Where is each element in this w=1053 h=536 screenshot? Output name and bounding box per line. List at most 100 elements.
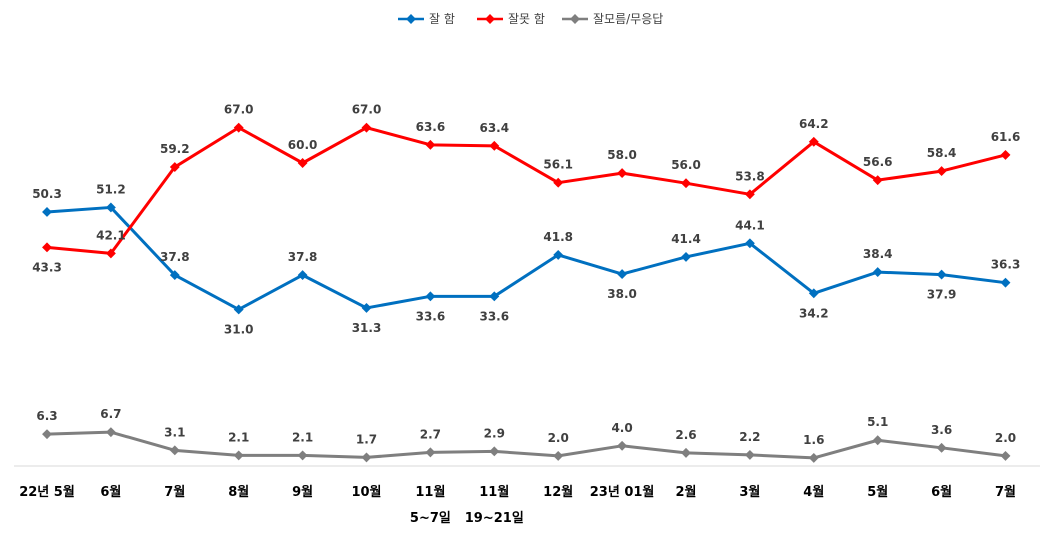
data-label: 6.3	[36, 409, 57, 423]
data-label: 51.2	[96, 182, 126, 196]
data-point	[169, 445, 180, 456]
data-label: 59.2	[160, 142, 190, 156]
data-point	[361, 452, 372, 463]
data-label: 1.6	[803, 433, 824, 447]
data-point	[936, 166, 947, 177]
x-tick-label: 11월	[479, 484, 509, 500]
data-point	[425, 447, 436, 458]
legend-marker	[485, 14, 495, 24]
data-point	[297, 158, 308, 168]
data-label: 37.9	[927, 288, 957, 302]
data-label: 61.6	[991, 130, 1021, 144]
data-point	[872, 435, 883, 446]
data-label: 3.1	[164, 425, 185, 439]
data-label: 2.2	[739, 430, 760, 444]
series-2: 6.3 6.7 3.1 2.1 2.1 1.7 2.7 2.9 2.0 4.0 2.6 2.2 1.6 5…	[36, 407, 1016, 463]
data-point	[105, 427, 116, 438]
data-label: 67.0	[224, 103, 254, 117]
data-point	[936, 442, 947, 453]
data-label: 2.0	[548, 431, 569, 445]
data-label: 63.6	[416, 120, 446, 134]
data-label: 31.0	[224, 322, 254, 336]
x-tick-label: 23년 01월	[590, 484, 655, 500]
data-label: 3.6	[931, 423, 952, 437]
legend-label: 잘모름/무응답	[593, 12, 663, 26]
x-tick-label: 11월	[415, 484, 445, 500]
data-point	[681, 178, 691, 189]
data-label: 56.0	[671, 158, 701, 172]
x-tick-sublabel: 5~7일	[410, 511, 451, 526]
data-point	[1000, 450, 1011, 461]
data-label: 53.8	[735, 169, 765, 183]
data-label: 60.0	[288, 138, 318, 152]
legend-label: 잘 함	[429, 12, 455, 26]
data-point	[297, 270, 308, 281]
data-label: 2.1	[228, 430, 249, 444]
data-point	[872, 175, 883, 186]
series-line	[46, 430, 1006, 460]
data-point	[1000, 277, 1011, 288]
data-point	[681, 447, 691, 458]
series-line	[46, 126, 1006, 255]
x-tick-label: 7월	[164, 484, 185, 500]
data-label: 37.8	[288, 250, 318, 264]
data-label: 67.0	[352, 103, 382, 117]
data-label: 43.3	[32, 260, 62, 274]
data-point	[553, 249, 564, 260]
x-tick-label: 6월	[100, 484, 121, 500]
data-point	[681, 251, 691, 262]
data-point	[872, 267, 883, 278]
x-tick-label: 6월	[931, 484, 952, 500]
data-point	[617, 440, 628, 451]
legend-label: 잘못 함	[508, 12, 545, 26]
data-label: 2.0	[995, 431, 1016, 445]
data-point	[489, 446, 500, 457]
data-point	[425, 139, 436, 150]
data-point	[297, 450, 308, 461]
data-point	[808, 452, 819, 463]
data-label: 36.3	[991, 258, 1021, 272]
data-label: 56.1	[543, 158, 573, 172]
x-tick-label: 22년 5월	[19, 484, 75, 500]
data-label: 5.1	[867, 415, 888, 429]
data-point	[808, 136, 819, 147]
series-1: 43.3 42.1 59.2 67.0 60.0 67.0 63.6 63.4 56.1 58.0…	[32, 103, 1020, 275]
data-point	[489, 140, 500, 151]
data-point	[169, 162, 180, 172]
x-tick-label: 2월	[675, 484, 696, 500]
data-point	[169, 270, 180, 281]
data-label: 2.9	[484, 426, 505, 440]
x-tick-label: 8월	[228, 484, 249, 500]
data-label: 50.3	[32, 187, 62, 201]
data-point	[936, 269, 947, 280]
data-point	[233, 122, 244, 133]
x-tick-labels: 22년 5월 6월 7월 8월 9월 10월 11월 5~7일 11월 19~21일 12월 23년 …	[19, 484, 1016, 526]
data-label: 2.6	[675, 428, 696, 442]
x-tick-label: 9월	[292, 484, 313, 500]
x-tick-label: 5월	[867, 484, 888, 500]
data-point	[42, 207, 52, 217]
legend-marker	[570, 14, 580, 24]
data-point	[617, 269, 628, 280]
data-label: 63.4	[479, 121, 509, 135]
data-label: 41.4	[671, 232, 701, 246]
data-label: 33.6	[479, 309, 509, 323]
data-point	[233, 304, 244, 315]
data-label: 4.0	[611, 421, 632, 435]
data-label: 37.8	[160, 250, 190, 264]
legend-marker	[406, 14, 416, 24]
data-label: 34.2	[799, 306, 829, 320]
data-label: 64.2	[799, 117, 829, 131]
data-label: 2.7	[420, 427, 441, 441]
data-point	[105, 248, 116, 259]
data-label: 42.1	[96, 228, 126, 242]
data-point	[425, 291, 436, 302]
data-label: 31.3	[352, 321, 382, 335]
data-label: 38.0	[607, 287, 637, 301]
data-point	[744, 189, 755, 200]
x-tick-label: 7월	[995, 484, 1016, 500]
legend-item-2: 잘모름/무응답	[562, 12, 663, 26]
data-point	[233, 450, 244, 461]
